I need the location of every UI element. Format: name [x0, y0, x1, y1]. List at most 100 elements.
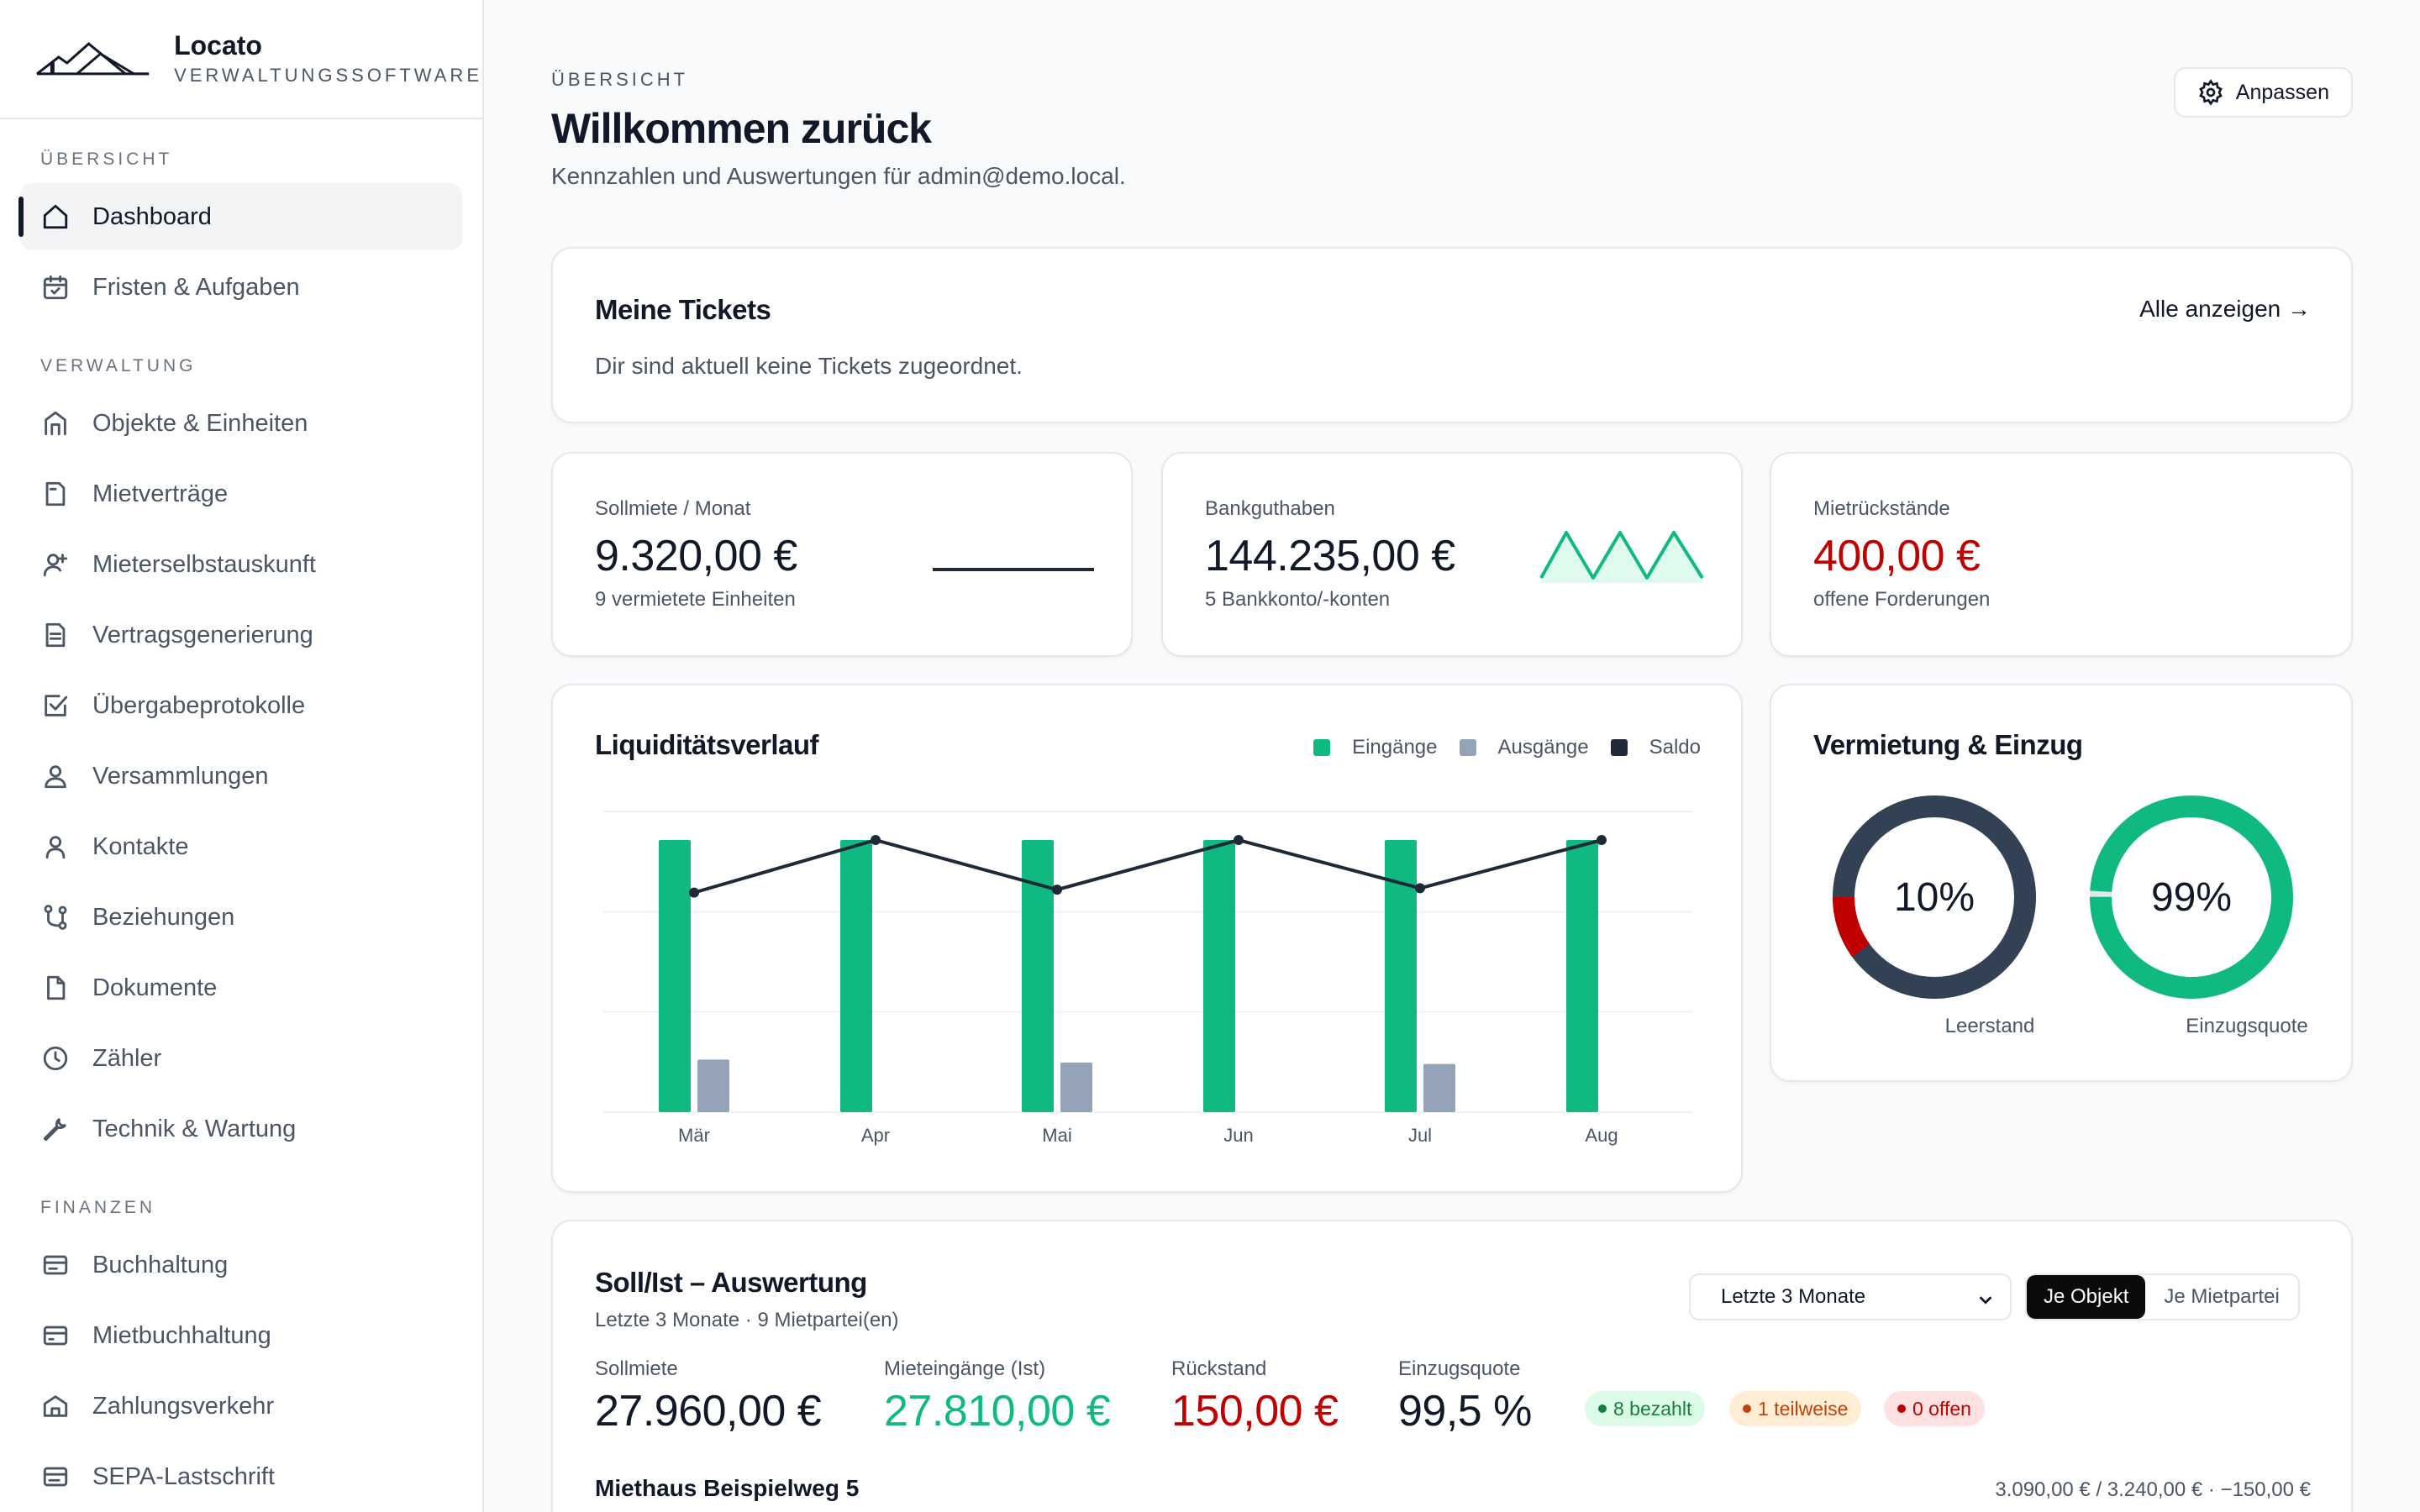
- sidebar-item-objekte[interactable]: Objekte & Einheiten: [20, 390, 462, 457]
- legend-label-in: Eingänge: [1352, 736, 1438, 759]
- stat-value: 27.960,00 €: [595, 1387, 822, 1436]
- sidebar-item-mietvertraege[interactable]: Mietverträge: [20, 460, 462, 528]
- sidebar-item-label: Kontakte: [92, 832, 189, 860]
- donut-caption-leerstand: Leerstand: [1944, 1015, 2035, 1037]
- git-branch-icon: [40, 902, 71, 932]
- sidebar-item-label: Dokumente: [92, 974, 218, 1001]
- toggle-je-mietpartei[interactable]: Je Mietpartei: [2164, 1285, 2280, 1308]
- status-badge-label: 8 bezahlt: [1613, 1397, 1692, 1420]
- stat-label: Einzugsquote: [1398, 1357, 1521, 1380]
- sidebar-item-label: Zähler: [92, 1044, 162, 1072]
- sidebar-item-beziehungen[interactable]: Beziehungen: [20, 884, 462, 951]
- liquidity-title: Liquiditätsverlauf: [595, 729, 819, 760]
- status-dot: [1897, 1404, 1906, 1413]
- saldo-point: [1052, 885, 1062, 895]
- sidebar-item-label: Vertragsgenerierung: [92, 621, 313, 648]
- sidebar-item-technik[interactable]: Technik & Wartung: [20, 1095, 462, 1163]
- tickets-title: Meine Tickets: [595, 294, 771, 325]
- kpi-label: Mietrückstände: [1813, 497, 1950, 520]
- sidebar-item-mieterselbstauskunft[interactable]: Mieterselbstauskunft: [20, 531, 462, 598]
- building-icon: [40, 408, 71, 438]
- x-tick-label: Mai: [1042, 1125, 1071, 1146]
- kpi-label: Sollmiete / Monat: [595, 497, 751, 520]
- legend-label-out: Ausgänge: [1497, 736, 1589, 759]
- bar-eingaenge: [1203, 840, 1235, 1112]
- saldo-point: [1597, 835, 1607, 846]
- saldo-point: [871, 835, 881, 846]
- clock-icon: [40, 1043, 71, 1074]
- sidebar-item-uebergabeprotokolle[interactable]: Übergabeprotokolle: [20, 672, 462, 739]
- customize-button[interactable]: Anpassen: [2173, 67, 2353, 118]
- sidebar-item-label: Objekte & Einheiten: [92, 409, 308, 437]
- brand-subtitle: VERWALTUNGSSOFTWARE: [174, 64, 482, 86]
- sidebar-item-dashboard[interactable]: Dashboard: [18, 183, 462, 250]
- legend-label-saldo: Saldo: [1649, 736, 1701, 759]
- sidebar-item-label: SEPA-Lastschrift: [92, 1462, 276, 1490]
- sidebar-item-buchhaltung[interactable]: Buchhaltung: [20, 1231, 462, 1299]
- brand-name: Locato: [174, 30, 262, 61]
- sidebar-item-label: Mieterselbstauskunft: [92, 550, 316, 578]
- kpi-sparkline: [1539, 531, 1704, 583]
- bar-ausgaenge: [1423, 1063, 1455, 1112]
- kpi-value: 9.320,00 €: [595, 532, 797, 580]
- status-badge-bezahlt: 8 bezahlt: [1585, 1391, 1706, 1426]
- nav-section-verwaltung: VERWALTUNG: [40, 356, 197, 375]
- page-subtitle: Kennzahlen und Auswertungen für admin@de…: [551, 163, 1126, 189]
- sidebar-item-mietbuchhaltung[interactable]: Mietbuchhaltung: [20, 1302, 462, 1369]
- status-badge-label: 0 offen: [1912, 1397, 1971, 1420]
- kpi-card-sollmiete: Sollmiete / Monat 9.320,00 € 9 vermietet…: [551, 452, 1133, 657]
- sidebar-item-label: Übergabeprotokolle: [92, 691, 306, 719]
- sidebar-item-fristen[interactable]: Fristen & Aufgaben: [20, 254, 462, 321]
- toggle-je-objekt[interactable]: Je Objekt: [2027, 1275, 2146, 1319]
- property-row-name[interactable]: Miethaus Beispielweg 5: [595, 1475, 860, 1501]
- property-row-summary: 3.090,00 € / 3.240,00 € · −150,00 €: [1995, 1478, 2311, 1501]
- grouping-toggle: Je Objekt Je Mietpartei: [2025, 1273, 2300, 1320]
- stat-value: 27.810,00 €: [884, 1387, 1111, 1436]
- status-badge-offen: 0 offen: [1884, 1391, 1985, 1426]
- checkbox-icon: [40, 690, 71, 721]
- document-icon: [40, 479, 71, 509]
- customize-label: Anpassen: [2235, 80, 2329, 104]
- tickets-show-all-link[interactable]: Alle anzeigen →: [2139, 296, 2311, 322]
- bar-eingaenge: [1385, 840, 1417, 1112]
- x-tick-label: Apr: [861, 1125, 890, 1146]
- ledger-icon: [40, 1250, 71, 1280]
- sidebar-item-label: Dashboard: [92, 202, 212, 230]
- legend-swatch-in: [1313, 739, 1331, 756]
- sidebar-item-kontakte[interactable]: Kontakte: [20, 813, 462, 880]
- wrench-icon: [40, 1114, 71, 1144]
- sidebar-item-dokumente[interactable]: Dokumente: [20, 954, 462, 1021]
- legend-swatch-saldo: [1610, 739, 1628, 756]
- kpi-card-mietrueckstaende: Mietrückstände 400,00 € offene Forderung…: [1770, 452, 2353, 657]
- kpi-label: Bankguthaben: [1205, 497, 1335, 520]
- sidebar-item-versammlungen[interactable]: Versammlungen: [20, 743, 462, 810]
- saldo-point: [689, 887, 699, 898]
- main-content: ÜBERSICHT Willkommen zurück Kennzahlen u…: [551, 0, 2353, 1512]
- card-icon: [40, 1462, 71, 1492]
- sidebar-item-zahlungsverkehr[interactable]: Zahlungsverkehr: [20, 1373, 462, 1440]
- user-plus-icon: [40, 549, 71, 580]
- liquidity-chart: Mär Apr Mai Jun Jul Aug: [603, 811, 1692, 1146]
- status-dot: [1743, 1404, 1751, 1413]
- file-icon: [40, 973, 71, 1003]
- credit-card-icon: [40, 1320, 71, 1351]
- status-dot: [1598, 1404, 1607, 1413]
- occupancy-title: Vermietung & Einzug: [1813, 729, 2083, 760]
- gear-icon: [2199, 79, 2223, 106]
- kpi-value: 144.235,00 €: [1205, 532, 1455, 580]
- sidebar-item-vertragsgenerierung[interactable]: Vertragsgenerierung: [20, 601, 462, 669]
- period-select[interactable]: Letzte 3 Monate: [1689, 1273, 2012, 1320]
- stat-label: Sollmiete: [595, 1357, 678, 1380]
- x-tick-label: Aug: [1585, 1125, 1618, 1146]
- chart-legend: Eingänge Ausgänge Saldo: [1313, 736, 1701, 759]
- tickets-empty-text: Dir sind aktuell keine Tickets zugeordne…: [595, 353, 1023, 379]
- sidebar-item-zaehler[interactable]: Zähler: [20, 1025, 462, 1092]
- kpi-sparkline: [933, 568, 1094, 571]
- chevron-down-icon: [1979, 1296, 1992, 1305]
- x-tick-label: Jul: [1408, 1125, 1432, 1146]
- sidebar-item-label: Mietverträge: [92, 480, 229, 507]
- sidebar-item-sepa[interactable]: SEPA-Lastschrift: [20, 1443, 462, 1510]
- saldo-line: [693, 837, 1602, 895]
- brand[interactable]: Locato VERWALTUNGSSOFTWARE: [0, 0, 482, 119]
- calendar-check-icon: [40, 272, 71, 302]
